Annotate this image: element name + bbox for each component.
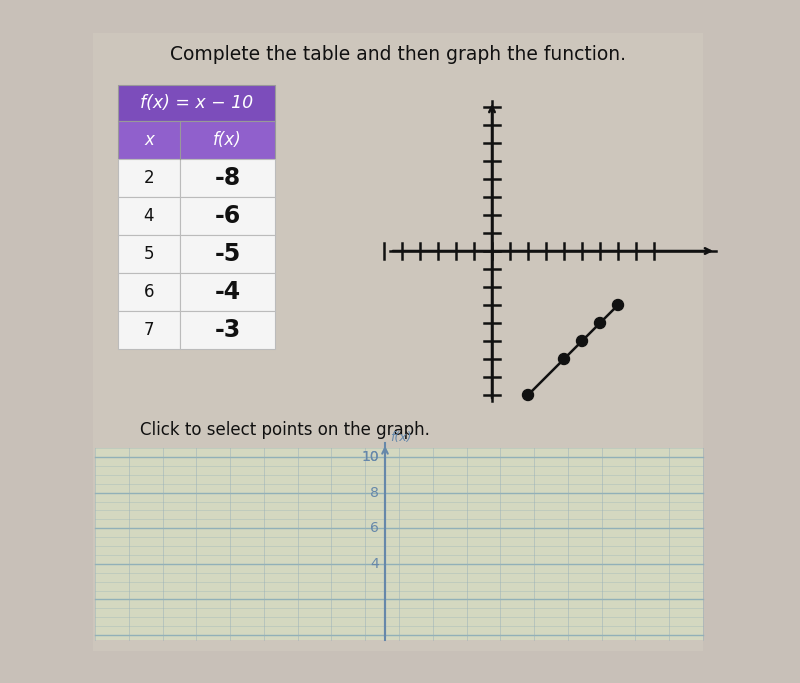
Text: 4: 4 [144,207,154,225]
Text: -4: -4 [214,280,241,304]
Text: 10: 10 [362,450,379,464]
Text: -8: -8 [214,166,241,190]
Text: 2: 2 [144,169,154,187]
Text: 7: 7 [144,321,154,339]
Text: -3: -3 [214,318,241,342]
Text: x: x [144,131,154,149]
Circle shape [558,354,570,365]
Text: 8: 8 [370,486,379,499]
Text: 10: 10 [362,450,379,464]
FancyBboxPatch shape [180,197,275,235]
FancyBboxPatch shape [180,273,275,311]
Text: Complete the table and then graph the function.: Complete the table and then graph the fu… [170,46,626,64]
FancyBboxPatch shape [180,159,275,197]
Text: 6: 6 [370,521,379,535]
FancyBboxPatch shape [93,33,703,651]
Text: -6: -6 [214,204,241,228]
FancyBboxPatch shape [95,448,703,640]
Circle shape [613,300,623,311]
Text: f(x): f(x) [213,131,242,149]
Circle shape [577,335,587,346]
FancyBboxPatch shape [118,85,275,121]
FancyBboxPatch shape [118,311,180,349]
FancyBboxPatch shape [180,311,275,349]
Text: 4: 4 [370,557,379,571]
Text: Click to select points on the graph.: Click to select points on the graph. [140,421,430,439]
Text: -5: -5 [214,242,241,266]
Circle shape [594,318,606,329]
FancyBboxPatch shape [118,273,180,311]
Text: f(x) = x − 10: f(x) = x − 10 [140,94,253,112]
Text: f(x): f(x) [390,431,411,444]
FancyBboxPatch shape [118,197,180,235]
Text: 5: 5 [144,245,154,263]
FancyBboxPatch shape [118,159,180,197]
FancyBboxPatch shape [118,121,275,159]
Circle shape [522,389,534,400]
Text: 6: 6 [144,283,154,301]
FancyBboxPatch shape [180,235,275,273]
FancyBboxPatch shape [118,235,180,273]
